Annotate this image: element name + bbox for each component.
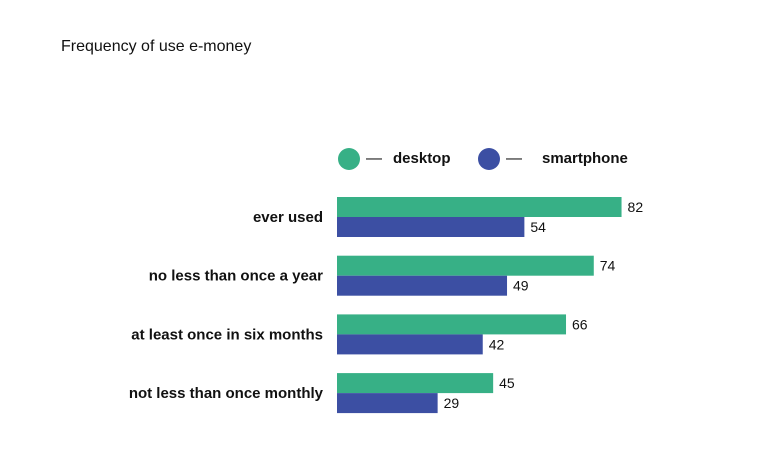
value-label-desktop-no-less-than-once-a-year: 74 xyxy=(600,258,616,274)
bar-desktop-no-less-than-once-a-year xyxy=(337,255,594,276)
value-label-smartphone-no-less-than-once-a-year: 49 xyxy=(513,278,529,294)
legend-label-smartphone: smartphone xyxy=(542,150,628,167)
value-label-smartphone-not-less-than-once-monthly: 29 xyxy=(444,395,460,411)
bar-smartphone-no-less-than-once-a-year xyxy=(337,275,508,296)
chart-title: Frequency of use e-money xyxy=(61,38,251,55)
category-label-no-less-than-once-a-year: no less than once a year xyxy=(149,268,323,285)
legend-label-desktop: desktop xyxy=(393,150,451,167)
legend-separator-desktop: — xyxy=(366,150,382,167)
value-label-desktop-not-less-than-once-monthly: 45 xyxy=(499,375,515,391)
bar-desktop-not-less-than-once-monthly xyxy=(337,373,494,394)
legend: — desktop — smartphone xyxy=(338,148,628,170)
bar-desktop-ever-used xyxy=(337,197,622,217)
legend-separator-smartphone: — xyxy=(506,150,522,167)
bar-smartphone-not-less-than-once-monthly xyxy=(337,393,438,414)
value-label-smartphone-at-least-once-in-six-months: 42 xyxy=(489,336,505,352)
plot-area: ever used 82 54 no less than once a year 74 4… xyxy=(129,197,644,414)
bar-smartphone-at-least-once-in-six-months xyxy=(337,334,483,355)
category-label-not-less-than-once-monthly: not less than once monthly xyxy=(129,385,324,402)
bar-smartphone-ever-used xyxy=(337,217,525,237)
value-label-desktop-at-least-once-in-six-months: 66 xyxy=(572,316,588,332)
bar-desktop-at-least-once-in-six-months xyxy=(337,314,567,335)
value-label-smartphone-ever-used: 54 xyxy=(530,219,546,235)
legend-marker-desktop xyxy=(338,148,360,170)
category-label-ever-used: ever used xyxy=(253,209,323,226)
category-label-at-least-once-in-six-months: at least once in six months xyxy=(131,326,323,343)
value-label-desktop-ever-used: 82 xyxy=(628,199,644,215)
legend-marker-smartphone xyxy=(478,148,500,170)
